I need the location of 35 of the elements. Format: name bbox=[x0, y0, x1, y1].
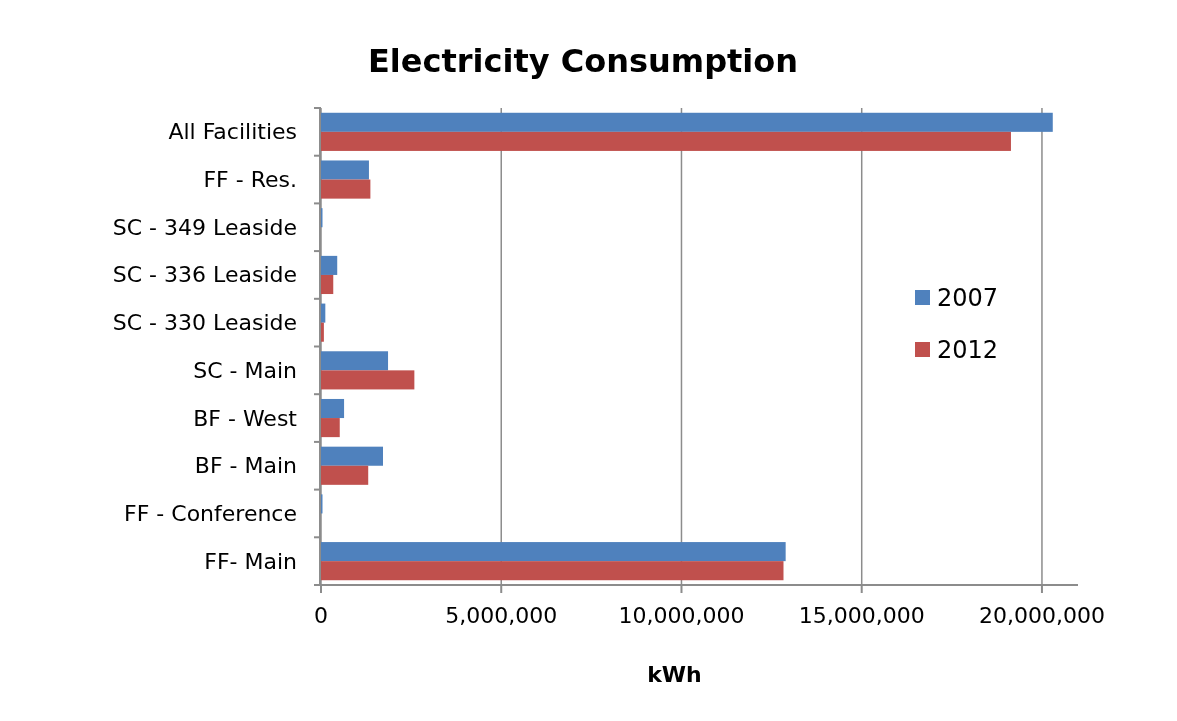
y-tick-label: SC - 349 Leaside bbox=[112, 214, 297, 240]
x-tick-label: 10,000,000 bbox=[618, 603, 745, 628]
bar bbox=[321, 274, 334, 295]
y-tick-label: SC - 336 Leaside bbox=[112, 262, 297, 288]
y-tick-label: BF - Main bbox=[194, 453, 297, 479]
bar bbox=[321, 255, 338, 275]
bar bbox=[321, 179, 371, 199]
bar bbox=[321, 131, 1011, 151]
legend-label: 2007 bbox=[937, 284, 999, 312]
y-tick-label: BF - West bbox=[193, 405, 298, 431]
bar bbox=[321, 160, 369, 180]
bar bbox=[321, 322, 324, 342]
bar bbox=[321, 465, 369, 485]
y-tick-label: All Facilities bbox=[168, 119, 297, 145]
x-tick-label: 5,000,000 bbox=[445, 603, 558, 628]
x-tick-label: 15,000,000 bbox=[798, 603, 925, 628]
legend-label: 2012 bbox=[937, 336, 999, 364]
bar bbox=[321, 561, 784, 581]
y-tick-label: FF - Res. bbox=[203, 167, 297, 193]
bar bbox=[321, 542, 786, 562]
x-axis-title: kWh bbox=[647, 662, 702, 687]
bar bbox=[321, 112, 1053, 132]
bar bbox=[321, 418, 340, 438]
bar bbox=[321, 303, 326, 323]
bar bbox=[321, 370, 415, 390]
y-tick-label: FF - Conference bbox=[124, 500, 297, 526]
x-tick-label: 0 bbox=[314, 603, 328, 628]
chart-title: Electricity Consumption bbox=[367, 42, 799, 80]
y-tick-label: FF- Main bbox=[204, 548, 297, 574]
bar bbox=[321, 398, 345, 419]
bar bbox=[321, 351, 389, 371]
y-tick-label: SC - 330 Leaside bbox=[112, 310, 297, 336]
bar bbox=[321, 446, 383, 466]
y-tick-label: SC - Main bbox=[193, 357, 297, 383]
x-tick-label: 20,000,000 bbox=[978, 603, 1105, 628]
